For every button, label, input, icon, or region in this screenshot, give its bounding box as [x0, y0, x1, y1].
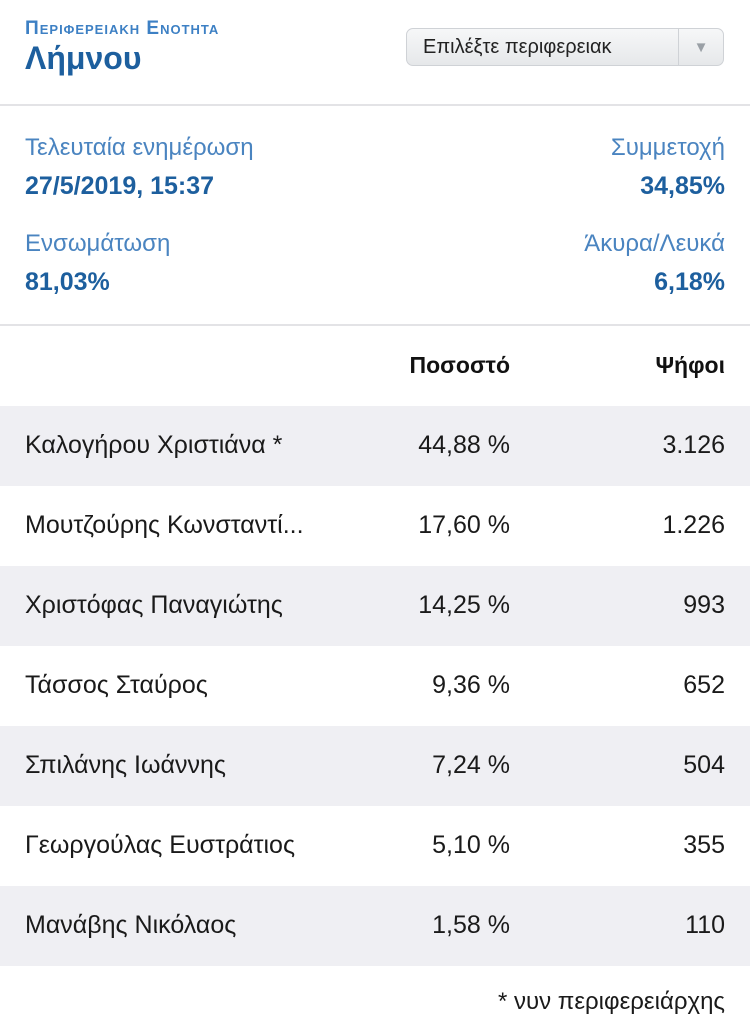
region-select[interactable]: Επιλέξτε περιφερειακ ▼	[406, 28, 724, 66]
turnout-label: Συμμετοχή	[610, 134, 725, 161]
candidate-percent: 14,25 %	[418, 591, 510, 619]
candidate-percent: 1,58 %	[432, 911, 510, 939]
region-name: Λήμνου	[25, 40, 142, 76]
candidate-name: Μανάβης Νικόλαος	[25, 911, 237, 939]
column-header-percent: Ποσοστό	[409, 352, 511, 378]
stats-panel: Τελευταία ενημέρωση 27/5/2019, 15:37 Συμ…	[0, 106, 750, 326]
candidate-votes: 3.126	[662, 431, 725, 459]
candidate-percent: 9,36 %	[432, 671, 510, 699]
footnote: * νυν περιφερειάρχης	[497, 988, 725, 1015]
last-update-label: Τελευταία ενημέρωση	[25, 134, 254, 161]
table-row: Τάσσος Σταύρος 9,36 % 652	[0, 646, 750, 726]
candidate-percent: 7,24 %	[432, 751, 510, 779]
last-update-value: 27/5/2019, 15:37	[25, 172, 215, 200]
table-row: Σπιλάνης Ιωάννης 7,24 % 504	[0, 726, 750, 806]
table-row: Χριστόφας Παναγιώτης 14,25 % 993	[0, 566, 750, 646]
candidate-votes: 355	[683, 831, 725, 859]
candidate-name: Γεωργούλας Ευστράτιος	[25, 831, 296, 859]
region-select-text: Επιλέξτε περιφερειακ	[423, 36, 612, 58]
integration-label: Ενσωμάτωση	[25, 230, 171, 257]
turnout-value: 34,85%	[640, 172, 725, 200]
candidate-percent: 5,10 %	[432, 831, 510, 859]
table-row: Γεωργούλας Ευστράτιος 5,10 % 355	[0, 806, 750, 886]
table-row: Μουτζούρης Κωνσταντί... 17,60 % 1.226	[0, 486, 750, 566]
table-row: Καλογήρου Χριστιάνα * 44,88 % 3.126	[0, 406, 750, 486]
candidate-votes: 110	[685, 911, 725, 939]
invalid-label: Άκυρα/Λευκά	[584, 230, 725, 257]
candidate-name: Σπιλάνης Ιωάννης	[25, 751, 226, 779]
candidate-votes: 504	[683, 751, 725, 779]
integration-value: 81,03%	[25, 268, 110, 296]
candidate-name: Μουτζούρης Κωνσταντί...	[25, 511, 304, 539]
table-header: Ποσοστό Ψήφοι	[0, 326, 750, 406]
candidate-percent: 44,88 %	[418, 431, 510, 459]
invalid-value: 6,18%	[654, 268, 725, 296]
header: Περιφερειακη Ενοτητα Λήμνου Επιλέξτε περ…	[0, 0, 750, 106]
candidate-name: Καλογήρου Χριστιάνα *	[25, 431, 283, 459]
chevron-down-icon: ▼	[678, 29, 723, 65]
results-table: Καλογήρου Χριστιάνα * 44,88 % 3.126 Μουτ…	[0, 406, 750, 966]
candidate-votes: 652	[683, 671, 725, 699]
column-header-votes: Ψήφοι	[655, 352, 725, 378]
candidate-name: Τάσσος Σταύρος	[25, 671, 208, 699]
candidate-name: Χριστόφας Παναγιώτης	[25, 591, 283, 619]
candidate-percent: 17,60 %	[418, 511, 510, 539]
region-label: Περιφερειακη Ενοτητα	[25, 18, 220, 39]
table-row: Μανάβης Νικόλαος 1,58 % 110	[0, 886, 750, 966]
candidate-votes: 1.226	[662, 511, 725, 539]
candidate-votes: 993	[683, 591, 725, 619]
